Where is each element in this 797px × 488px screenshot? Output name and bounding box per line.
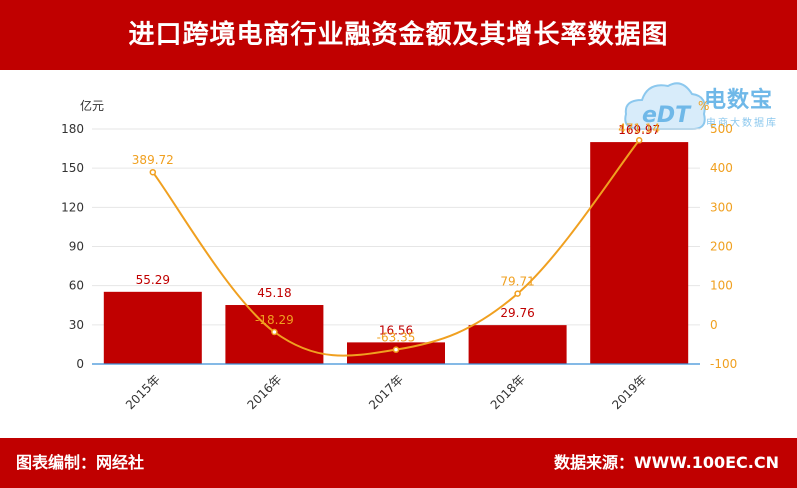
y2-tick-label: 0 [710,318,718,332]
bar [103,291,202,364]
data-labels: 55.29 45.18 16.56 29.76 169.97 389.72 -18.29 -6… [132,121,660,344]
y-tick-label: 0 [76,357,84,371]
y-tick-label: 60 [69,279,84,293]
watermark-logo: eDT 电数宝 电商大数据库 [620,74,795,144]
bar [347,342,445,364]
footer-source: 数据来源：WWW.100EC.CN [553,453,779,472]
bar-data-label: 29.76 [500,306,534,320]
y-tick-label: 180 [61,122,84,136]
chart-footer: 图表编制：网经社 数据来源：WWW.100EC.CN [0,438,797,488]
bar-series [103,142,689,364]
line-data-label: 79.71 [500,275,534,289]
x-tick-label: 2018年 [488,372,528,412]
line-series [149,137,643,357]
line-point [271,328,278,336]
y-tick-label: 150 [61,161,84,175]
line-point [149,168,157,176]
y2-tick-label: 100 [710,279,733,293]
bar-data-label: 16.56 [379,323,413,337]
x-tick-label: 2019年 [609,372,649,412]
y2-tick-label: 200 [710,240,733,254]
bar-data-label: 45.18 [257,286,291,300]
y-tick-label: 30 [69,318,84,332]
watermark-sub: 电商大数据库 [706,118,778,129]
bar [590,142,689,364]
y2-tick-label: 400 [710,161,733,175]
y2-tick-label: 300 [710,200,733,214]
y2-tick-label: 500 [710,122,733,136]
line-point [392,346,400,353]
line-data-label: -18.29 [255,313,294,327]
bar-data-label: 169.97 [618,123,660,137]
y-axis-label: 亿元 [80,98,104,113]
line-data-label: 389.72 [132,153,174,167]
y2-tick-label: -100 [710,357,737,371]
footer-credit: 图表编制：网经社 [16,453,145,472]
line-data-label: -63.35 [377,331,416,345]
chart-title: 进口跨境电商行业融资金额及其增长率数据图 [128,20,669,50]
x-tick-label: 2016年 [245,372,285,412]
watermark-logo-text: eDT [642,103,692,128]
x-tick-label: 2015年 [123,372,163,412]
x-tick-label: 2017年 [366,372,406,412]
y2-axis-label: % [698,99,709,113]
y-tick-label: 90 [69,240,84,254]
y-tick-label: 120 [61,200,84,214]
line-data-label: 471.14 [618,121,660,135]
line-point [635,137,643,144]
bar [468,325,567,364]
line-point [514,290,521,297]
chart-header: 进口跨境电商行业融资金额及其增长率数据图 [0,0,797,70]
cloud-logo-icon: eDT [624,82,706,131]
watermark-brand: 电数宝 [704,88,774,113]
bar-data-label: 55.29 [136,273,170,287]
